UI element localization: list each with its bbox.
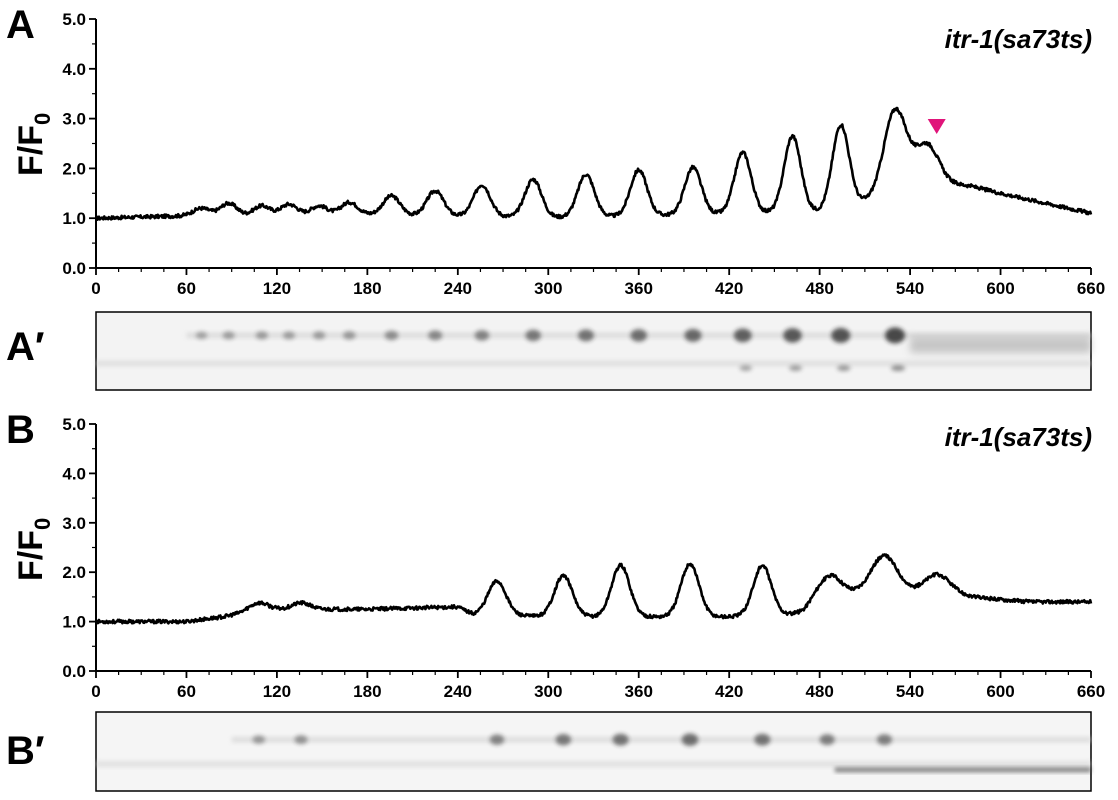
x-tick-label-a: 120 bbox=[263, 279, 291, 298]
ylabel-b: F/F0 bbox=[12, 518, 55, 581]
panel-letter-b-prime: B′ bbox=[6, 729, 44, 773]
y-tick-label-a: 2.0 bbox=[62, 159, 86, 178]
kymograph-lower-band bbox=[96, 360, 1091, 367]
x-tick-label-a: 60 bbox=[177, 279, 196, 298]
ylabel-b-sub: 0 bbox=[30, 518, 55, 530]
kymograph-lower-band bbox=[96, 760, 1091, 767]
x-tick-label-b: 480 bbox=[805, 682, 833, 701]
ylabel-a-main: F/F bbox=[12, 125, 50, 176]
kymograph-spot-lower bbox=[739, 365, 752, 372]
y-tick-label-b: 3.0 bbox=[62, 514, 86, 533]
kymograph-a-signal bbox=[96, 327, 1092, 372]
chart-a: 0 60 120 180 240 300 360 420 480 540 600 660 0.0 1.0 2… bbox=[62, 10, 1105, 298]
ylabel-a: F/F0 bbox=[12, 113, 55, 176]
kymograph-spot bbox=[630, 329, 647, 342]
kymograph-spot-lower bbox=[891, 365, 906, 372]
kymograph-spot bbox=[252, 735, 266, 744]
kymograph-spot bbox=[885, 327, 906, 344]
x-tick-label-a: 600 bbox=[986, 279, 1014, 298]
kymograph-spot bbox=[525, 329, 541, 342]
kymograph-spot bbox=[684, 328, 702, 342]
series-line-a bbox=[95, 106, 1093, 221]
kymograph-tail-band bbox=[834, 767, 1091, 773]
x-tick-label-a: 0 bbox=[91, 279, 100, 298]
kymograph-spot bbox=[819, 734, 835, 746]
y-tick-label-b: 1.0 bbox=[62, 613, 86, 632]
kymograph-spot bbox=[612, 733, 629, 746]
kymograph-band bbox=[231, 736, 1091, 743]
kymograph-spot bbox=[195, 331, 208, 340]
kymograph-spot-lower bbox=[837, 365, 851, 372]
panel-letter-a-prime: A′ bbox=[6, 325, 44, 369]
panel-letter-b: B bbox=[6, 408, 35, 452]
y-tick-label-a: 4.0 bbox=[62, 60, 86, 79]
kymograph-b-frame bbox=[95, 711, 1092, 792]
x-tick-label-a: 300 bbox=[534, 279, 562, 298]
arrowhead-marker-icon bbox=[927, 119, 946, 135]
x-tick-label-a: 420 bbox=[715, 279, 743, 298]
y-tick-label-b: 5.0 bbox=[62, 415, 86, 434]
x-tick-label-b: 600 bbox=[986, 682, 1014, 701]
x-tick-label-a: 240 bbox=[444, 279, 472, 298]
x-tick-label-b: 60 bbox=[177, 682, 196, 701]
kymograph-spot bbox=[831, 327, 851, 343]
kymograph-spot bbox=[577, 329, 594, 342]
x-tick-label-a: 660 bbox=[1077, 279, 1105, 298]
kymograph-spot bbox=[222, 331, 235, 340]
y-tick-label-b: 2.0 bbox=[62, 563, 86, 582]
ylabel-b-main: F/F bbox=[12, 530, 50, 581]
x-tick-label-a: 540 bbox=[896, 279, 924, 298]
x-tick-label-a: 360 bbox=[625, 279, 653, 298]
ylabel-a-sub: 0 bbox=[30, 113, 55, 125]
y-tick-label-a: 0.0 bbox=[62, 259, 86, 278]
x-tick-label-b: 660 bbox=[1077, 682, 1105, 701]
strain-annotation-a: itr-1(sa73ts) bbox=[945, 24, 1092, 54]
kymograph-spot-lower bbox=[789, 365, 802, 372]
x-tick-label-b: 0 bbox=[91, 682, 100, 701]
kymograph-spot bbox=[733, 328, 752, 343]
x-tick-label-b: 180 bbox=[353, 682, 381, 701]
kymograph-spot bbox=[343, 331, 356, 340]
kymograph-b-signal bbox=[96, 733, 1091, 773]
kymograph-spot bbox=[489, 734, 505, 745]
y-tick-label-b: 4.0 bbox=[62, 464, 86, 483]
kymograph-spot bbox=[255, 331, 268, 340]
kymograph-b-prime bbox=[95, 711, 1092, 792]
kymograph-spot bbox=[783, 328, 802, 343]
kymograph-a-prime bbox=[95, 311, 1092, 391]
kymograph-spot bbox=[282, 331, 295, 340]
x-tick-label-b: 120 bbox=[263, 682, 291, 701]
strain-annotation-b: itr-1(sa73ts) bbox=[945, 422, 1092, 452]
kymograph-spot bbox=[681, 733, 699, 746]
x-tick-label-a: 480 bbox=[805, 279, 833, 298]
kymograph-spot bbox=[754, 733, 771, 746]
kymograph-spot bbox=[294, 735, 308, 745]
kymograph-spot bbox=[474, 330, 490, 341]
x-tick-label-b: 420 bbox=[715, 682, 743, 701]
kymograph-tail-band bbox=[910, 336, 1091, 353]
x-tick-label-b: 300 bbox=[534, 682, 562, 701]
series-line-b bbox=[94, 553, 1093, 625]
chart-b: 0 60 120 180 240 300 360 420 480 540 600 660 0.0 1.0 2… bbox=[62, 415, 1105, 701]
kymograph-spot bbox=[555, 733, 572, 746]
kymograph-spot bbox=[384, 330, 399, 341]
x-tick-label-b: 240 bbox=[444, 682, 472, 701]
panel-letter-a: A bbox=[6, 3, 35, 47]
x-tick-label-a: 180 bbox=[353, 279, 381, 298]
y-tick-label-a: 3.0 bbox=[62, 110, 86, 129]
kymograph-spot bbox=[313, 331, 326, 340]
y-tick-label-a: 5.0 bbox=[62, 10, 86, 29]
y-tick-label-b: 0.0 bbox=[62, 662, 86, 681]
y-tick-label-a: 1.0 bbox=[62, 209, 86, 228]
x-tick-label-b: 540 bbox=[896, 682, 924, 701]
kymograph-spot bbox=[428, 330, 443, 341]
kymograph-spot bbox=[876, 734, 892, 746]
x-tick-label-b: 360 bbox=[625, 682, 653, 701]
